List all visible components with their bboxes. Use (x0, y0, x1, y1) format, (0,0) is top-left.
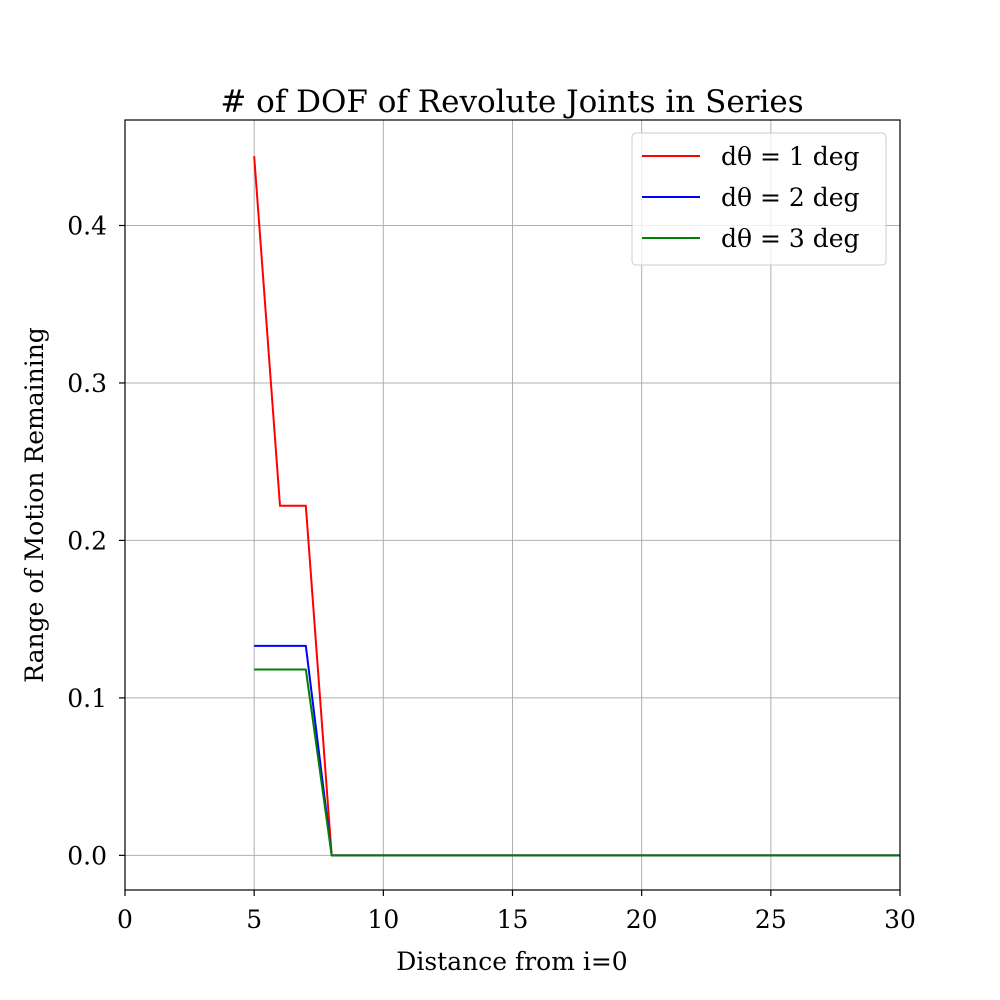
y-tick-label: 0.0 (67, 841, 107, 870)
legend: dθ = 1 deg dθ = 2 deg dθ = 3 deg (631, 132, 887, 266)
legend-box (631, 132, 887, 266)
legend-label: dθ = 2 deg (721, 183, 860, 212)
legend-label: dθ = 1 deg (721, 142, 860, 171)
axis-ticks: 0 5 10 15 20 25 30 0.0 0.1 0.2 0.3 0.4 (67, 212, 916, 934)
y-tick-label: 0.3 (67, 369, 107, 398)
legend-label: dθ = 3 deg (721, 224, 860, 253)
y-tick-label: 0.2 (67, 526, 107, 555)
x-axis-label: Distance from i=0 (396, 947, 627, 976)
series-lines (253, 156, 900, 857)
y-tick-label: 0.1 (67, 684, 107, 713)
chart-title: # of DOF of Revolute Joints in Series (220, 84, 803, 120)
series-line-3 (254, 668, 900, 857)
x-tick-label: 0 (117, 905, 133, 934)
x-tick-label: 10 (367, 905, 399, 934)
y-axis-label: Range of Motion Remaining (20, 327, 49, 683)
x-tick-label: 20 (626, 905, 658, 934)
x-tick-label: 15 (497, 905, 529, 934)
x-tick-label: 25 (755, 905, 787, 934)
x-tick-label: 5 (246, 905, 262, 934)
y-tick-label: 0.4 (67, 212, 107, 241)
grid (124, 120, 901, 890)
x-tick-label: 30 (884, 905, 916, 934)
